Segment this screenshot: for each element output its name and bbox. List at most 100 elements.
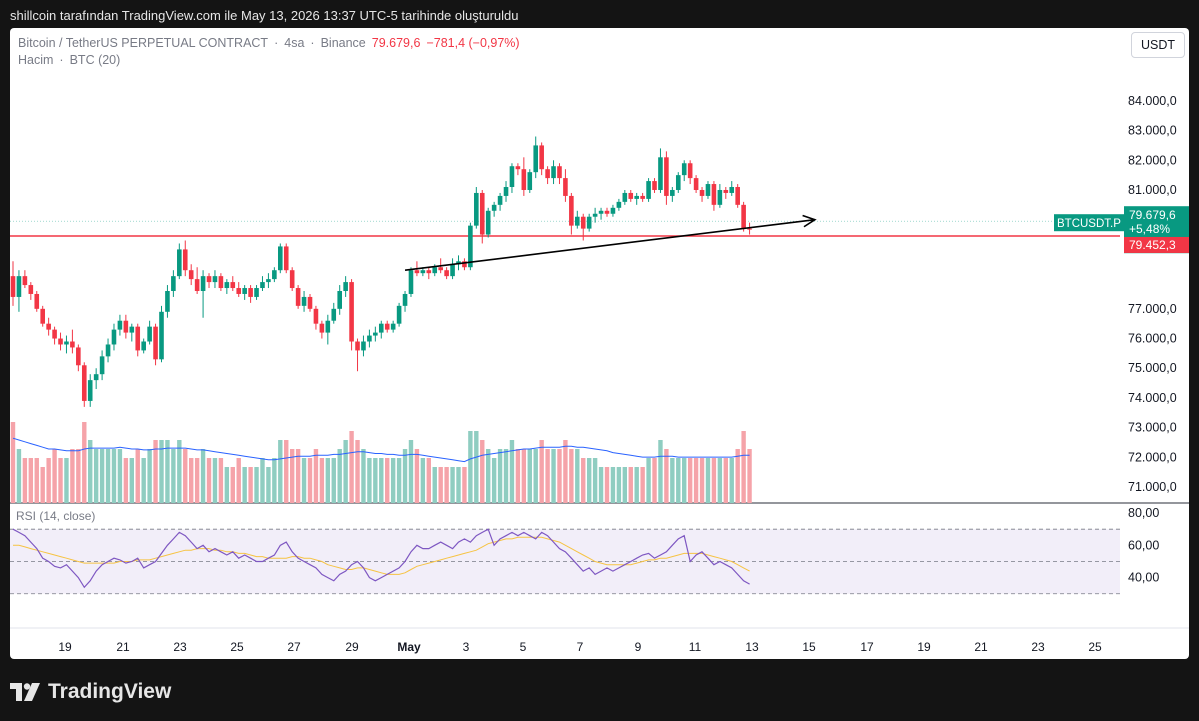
candle-body[interactable] — [361, 341, 366, 351]
candle-body[interactable] — [640, 195, 645, 199]
candle-body[interactable] — [200, 276, 206, 291]
candle-body[interactable] — [432, 267, 438, 274]
candle-body[interactable] — [658, 157, 663, 190]
candle-body[interactable] — [396, 305, 402, 324]
candle-body[interactable] — [569, 195, 574, 226]
candle-body[interactable] — [598, 210, 604, 214]
candle-body[interactable] — [58, 338, 63, 345]
candle-body[interactable] — [717, 189, 723, 205]
candle-body[interactable] — [224, 282, 230, 289]
candle-body[interactable] — [664, 157, 669, 196]
volume-legend[interactable]: Hacim · BTC (20) — [18, 53, 126, 67]
candle-body[interactable] — [604, 210, 610, 214]
candle-body[interactable] — [426, 270, 432, 274]
candle-body[interactable] — [485, 210, 491, 235]
candle-body[interactable] — [610, 207, 616, 214]
candle-body[interactable] — [40, 308, 45, 324]
candle-body[interactable] — [236, 288, 242, 294]
candle-body[interactable] — [111, 329, 117, 345]
candle-body[interactable] — [747, 228, 752, 230]
tradingview-logo[interactable]: TradingView — [10, 680, 171, 704]
candle-body[interactable] — [135, 326, 141, 351]
candle-body[interactable] — [699, 189, 705, 196]
candle-body[interactable] — [81, 365, 87, 401]
candle-body[interactable] — [230, 282, 236, 289]
candle-body[interactable] — [515, 166, 521, 170]
candle-body[interactable] — [575, 216, 580, 226]
candle-body[interactable] — [289, 270, 295, 289]
candle-body[interactable] — [592, 213, 598, 217]
candle-body[interactable] — [384, 323, 390, 330]
candle-body[interactable] — [283, 246, 289, 271]
candle-body[interactable] — [212, 276, 218, 283]
candle-body[interactable] — [580, 216, 586, 229]
candle-body[interactable] — [28, 285, 34, 294]
candle-body[interactable] — [301, 296, 307, 306]
candle-body[interactable] — [367, 335, 372, 342]
candle-body[interactable] — [462, 261, 467, 268]
candle-body[interactable] — [503, 187, 509, 196]
candle-body[interactable] — [123, 320, 129, 333]
candle-body[interactable] — [414, 270, 420, 274]
candle-body[interactable] — [634, 195, 639, 199]
candle-body[interactable] — [147, 326, 152, 342]
candle-body[interactable] — [474, 192, 479, 226]
candle-body[interactable] — [628, 192, 634, 199]
candle-body[interactable] — [171, 276, 176, 291]
candle-body[interactable] — [456, 261, 461, 265]
candle-body[interactable] — [325, 320, 331, 333]
candle-body[interactable] — [509, 166, 515, 188]
candle-body[interactable] — [521, 169, 527, 190]
candle-body[interactable] — [343, 282, 348, 291]
candle-body[interactable] — [182, 249, 188, 271]
chart-panel[interactable]: 84.000,083.000,082.000,081.000,080.000,0… — [10, 28, 1189, 659]
candle-body[interactable] — [349, 282, 354, 342]
candle-body[interactable] — [378, 323, 384, 333]
candle-body[interactable] — [402, 293, 408, 306]
candle-body[interactable] — [670, 189, 675, 196]
candle-body[interactable] — [652, 181, 657, 190]
candle-body[interactable] — [711, 184, 717, 205]
candle-body[interactable] — [242, 288, 247, 294]
candle-body[interactable] — [675, 175, 681, 190]
chart-canvas[interactable]: 84.000,083.000,082.000,081.000,080.000,0… — [10, 28, 1189, 659]
candle-body[interactable] — [188, 270, 194, 280]
candle-body[interactable] — [723, 189, 729, 193]
candle-body[interactable] — [22, 276, 28, 286]
candle-body[interactable] — [307, 296, 313, 309]
candle-body[interactable] — [141, 341, 146, 351]
candle-body[interactable] — [70, 341, 75, 348]
symbol-legend[interactable]: Bitcoin / TetherUS PERPETUAL CONTRACT · 4s… — [18, 36, 526, 50]
candle-body[interactable] — [52, 329, 57, 339]
candle-body[interactable] — [390, 323, 396, 330]
candle-body[interactable] — [557, 166, 562, 179]
candle-body[interactable] — [646, 181, 651, 199]
candle-body[interactable] — [450, 264, 455, 277]
candle-body[interactable] — [248, 288, 253, 297]
candle-body[interactable] — [705, 184, 711, 196]
candle-body[interactable] — [278, 246, 283, 271]
candle-body[interactable] — [533, 145, 539, 173]
candle-body[interactable] — [741, 204, 746, 229]
candle-body[interactable] — [729, 187, 735, 193]
candle-body[interactable] — [76, 347, 81, 366]
candle-body[interactable] — [129, 326, 135, 333]
candle-body[interactable] — [260, 282, 265, 289]
candle-body[interactable] — [46, 323, 51, 330]
candle-body[interactable] — [563, 178, 568, 196]
candle-body[interactable] — [87, 380, 93, 401]
candle-body[interactable] — [337, 291, 342, 309]
candle-body[interactable] — [177, 249, 182, 277]
candle-body[interactable] — [313, 308, 319, 324]
candle-body[interactable] — [10, 276, 16, 297]
candle-body[interactable] — [444, 270, 449, 277]
candle-body[interactable] — [319, 323, 325, 333]
candle-body[interactable] — [479, 192, 485, 235]
candle-body[interactable] — [99, 356, 105, 375]
candle-body[interactable] — [272, 270, 277, 280]
candle-body[interactable] — [373, 332, 378, 336]
candle-body[interactable] — [34, 293, 40, 309]
candle-body[interactable] — [165, 291, 170, 312]
candle-body[interactable] — [586, 216, 592, 229]
candle-body[interactable] — [735, 187, 740, 205]
